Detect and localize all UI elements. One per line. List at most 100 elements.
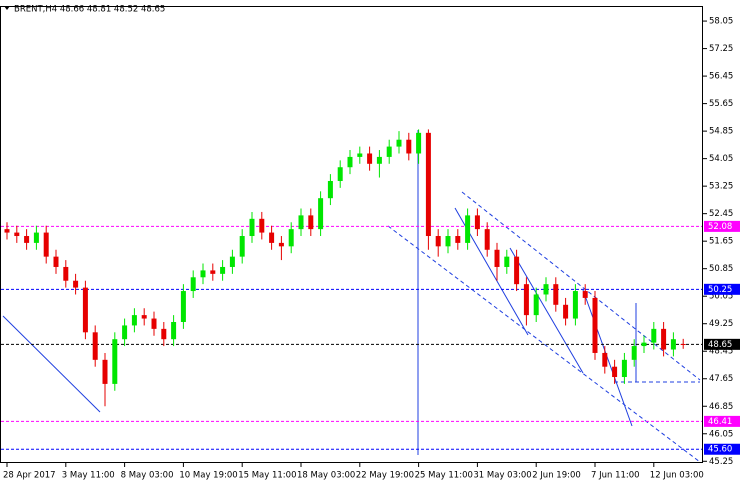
price-level-tag — [704, 338, 740, 350]
candle-body — [367, 153, 373, 164]
y-tick-label: 47.65 — [709, 374, 733, 384]
y-tick-label: 49.25 — [709, 319, 733, 329]
y-tick-label: 51.65 — [709, 237, 733, 247]
candle-body — [572, 291, 578, 319]
candle-body — [386, 146, 392, 157]
candle-body — [4, 229, 10, 233]
candle-body — [357, 153, 363, 157]
candle-body — [504, 256, 510, 267]
price-level-label: 52.08 — [708, 222, 732, 232]
candle-body — [494, 249, 500, 267]
candle-body — [24, 236, 30, 243]
x-tick-label: 15 May 11:00 — [238, 471, 296, 481]
candle-body — [249, 218, 255, 237]
candle-body — [171, 321, 177, 340]
y-tick-label: 55.65 — [709, 99, 733, 109]
candle-body — [680, 344, 686, 346]
y-tick-label: 54.85 — [709, 127, 733, 137]
candle-body — [14, 232, 20, 237]
price-level-tag — [704, 283, 740, 295]
candle-body — [376, 156, 382, 164]
candle-body — [318, 198, 324, 230]
candle-body — [612, 366, 618, 378]
y-tick-label: 45.25 — [709, 457, 733, 467]
plot-area — [1, 129, 703, 450]
y-tick-label: 52.45 — [709, 209, 733, 219]
candle-body — [73, 280, 79, 288]
candle-body — [347, 156, 353, 168]
candle-body — [229, 256, 235, 267]
candle-body — [288, 229, 294, 247]
x-tick-label: 25 May 11:00 — [415, 471, 473, 481]
candle-body — [523, 284, 529, 316]
y-tick-label: 50.05 — [709, 292, 733, 302]
candle-body — [533, 294, 539, 316]
candle-body — [210, 270, 216, 274]
candle-body — [151, 318, 157, 329]
x-tick-label: 18 May 03:00 — [297, 471, 355, 481]
y-tick-label: 46.05 — [709, 429, 733, 439]
x-tick-label: 10 May 19:00 — [179, 471, 237, 481]
candle-body — [641, 342, 647, 347]
y-tick-label: 46.85 — [709, 402, 733, 412]
x-tick-label: 8 May 03:00 — [121, 471, 174, 481]
candle-body — [425, 132, 431, 237]
y-tick-label: 54.05 — [709, 154, 733, 164]
price-level-tag — [704, 415, 740, 427]
candle-body — [220, 266, 226, 274]
y-tick-label: 57.25 — [709, 44, 733, 54]
candle-body — [406, 139, 412, 154]
candle-body — [43, 232, 49, 257]
price-level-label: 48.65 — [708, 340, 732, 350]
candle-body — [112, 339, 118, 384]
y-tick-label: 53.25 — [709, 182, 733, 192]
candle-body — [92, 332, 98, 360]
x-tick-label: 31 May 03:00 — [473, 471, 531, 481]
candle-body — [200, 270, 206, 278]
y-tick-label: 48.45 — [709, 347, 733, 357]
candle-body — [514, 256, 520, 285]
candle-body — [259, 218, 265, 233]
price-level-tag — [704, 220, 740, 232]
candle-body — [592, 297, 598, 353]
candle-body — [416, 132, 422, 154]
candle-body — [131, 315, 137, 326]
candle-body — [278, 242, 284, 247]
plot-frame — [0, 6, 703, 463]
candle-body — [602, 352, 608, 367]
x-tick-label: 12 Jun 03:00 — [650, 471, 704, 481]
candle-body — [308, 215, 314, 230]
candle-body — [631, 346, 637, 360]
y-tick-label: 56.45 — [709, 72, 733, 82]
candle-body — [474, 215, 480, 230]
candle-body — [102, 359, 108, 384]
candle-body — [661, 328, 667, 350]
trend-line — [509, 247, 584, 374]
candle-body — [53, 256, 59, 267]
x-tick-label: 2 Jun 19:00 — [532, 471, 581, 481]
candle-body — [445, 236, 451, 247]
candle-body — [396, 139, 402, 147]
candle-body — [337, 167, 343, 181]
x-tick-label: 3 May 11:00 — [62, 471, 115, 481]
candle-body — [563, 304, 569, 319]
candle-body — [651, 328, 657, 343]
trend-line — [2, 315, 101, 413]
candle-body — [82, 287, 88, 333]
x-tick-label: 7 Jun 11:00 — [591, 471, 640, 481]
candle-body — [621, 359, 627, 378]
x-tick-label: 22 May 19:00 — [356, 471, 414, 481]
candle-body — [239, 236, 245, 257]
y-tick-label: 58.05 — [709, 17, 733, 27]
candle-body — [269, 232, 275, 243]
price-level-label: 50.25 — [708, 285, 732, 295]
candle-body — [161, 328, 167, 340]
candle-body — [33, 232, 39, 243]
price-level-label: 46.41 — [708, 417, 732, 427]
candle-body — [141, 315, 147, 319]
candle-body — [543, 284, 549, 295]
candle-body — [670, 339, 676, 350]
channel-line — [387, 225, 701, 463]
